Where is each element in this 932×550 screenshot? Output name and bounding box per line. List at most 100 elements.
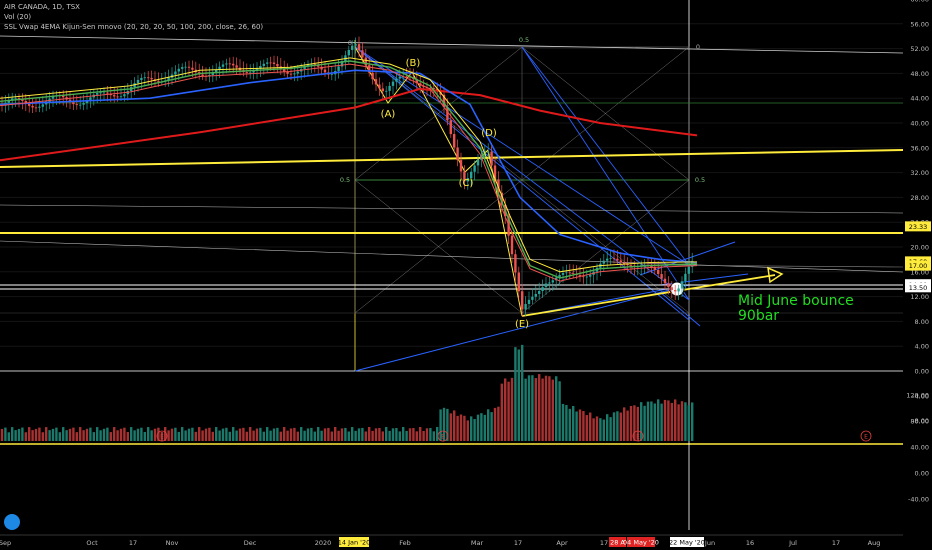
volume-bar [670, 402, 673, 441]
candle-body [510, 235, 514, 255]
time-tick-label: 16 [746, 539, 754, 547]
candle-body [7, 100, 10, 103]
volume-bar [330, 431, 333, 441]
candle-body [317, 64, 320, 67]
candle-body [660, 274, 663, 279]
volume-bar [184, 430, 187, 441]
volume-bar [510, 377, 514, 441]
price-tick-label: 44.00 [910, 95, 929, 103]
volume-bar [595, 416, 599, 441]
volume-bar [551, 379, 554, 441]
volume-bar [650, 401, 653, 441]
volume-bar [255, 428, 259, 441]
candle-body [606, 258, 609, 261]
candle-body [136, 79, 140, 84]
volume-bar [21, 427, 24, 441]
candle-body [568, 272, 571, 274]
volume-bar [300, 427, 303, 441]
candle-body [629, 265, 633, 266]
volume-bar [412, 428, 415, 441]
candle-body [381, 88, 384, 92]
volume-bar [89, 427, 92, 441]
annotation-line-1: Mid June bounce [738, 293, 854, 309]
price-axis[interactable]: 60.00 56.00 52.00 48.00 44.00 40.00 36.00 32.00… [903, 0, 932, 550]
candle-body [96, 93, 99, 95]
candle-body [79, 104, 82, 106]
indicator-legend: SSL Vwap 4EMA Kijun-Sen mnovo (20, 20, 2… [4, 23, 264, 31]
volume-bar [572, 405, 575, 441]
volume-bar [344, 427, 347, 441]
volume-bar [619, 412, 622, 441]
volume-bar [58, 432, 61, 441]
price-tick-label: 40.00 [910, 120, 929, 128]
volume-bar [181, 427, 184, 441]
price-badge-label: 23.33 [909, 223, 928, 231]
volume-bar [45, 427, 48, 441]
candle-body [670, 287, 673, 291]
candle-body [561, 273, 565, 275]
volume-bar [425, 428, 429, 441]
price-tick-label: 20.00 [910, 244, 929, 252]
price-tick-label: 56.00 [910, 20, 929, 28]
volume-bar [17, 428, 21, 441]
price-tick-label: 36.00 [910, 144, 929, 152]
price-tick-label: 0.00 [915, 368, 929, 376]
price-tick-label: 52.00 [910, 45, 929, 53]
candle-body [167, 77, 170, 81]
volume-bar [385, 427, 388, 441]
volume-bar [466, 420, 469, 441]
volume-bar [106, 427, 109, 441]
volume-bar [599, 418, 602, 441]
candle-body [476, 159, 480, 166]
volume-bar [204, 428, 208, 441]
candle-body [521, 291, 524, 310]
volume-bar [232, 427, 235, 441]
candle-body [21, 98, 24, 101]
time-tick-label: Jun [704, 539, 715, 547]
volume-bar [116, 430, 119, 441]
candle-body [218, 66, 221, 70]
volume-bar [398, 431, 401, 441]
candle-body [653, 267, 656, 270]
candle-body [487, 151, 490, 153]
volume-bar [235, 430, 238, 441]
candle-body [459, 160, 463, 172]
volume-bar [521, 344, 524, 441]
candle-body [106, 92, 109, 94]
candle-body [527, 299, 531, 304]
time-highlight [627, 537, 655, 547]
candle-body [113, 95, 116, 97]
volume-bar [170, 428, 174, 441]
volume-bar [429, 428, 432, 441]
volume-bar [436, 427, 439, 441]
volume-bar [147, 427, 150, 441]
earnings-marker-label: E [160, 434, 164, 441]
volume-bar [578, 409, 582, 441]
volume-bar [381, 431, 384, 441]
candle-body [51, 96, 55, 99]
price-tick-label: -4.00 [912, 392, 929, 400]
time-axis[interactable]: Sep Oct 17 Nov Dec 2020 Feb Mar 17 Apr 17 Jun 16 Jul 1… [0, 534, 903, 547]
earnings-marker-label: E [636, 434, 640, 441]
candle-body [517, 272, 520, 292]
candle-body [466, 178, 469, 182]
volume-bar [276, 427, 279, 441]
kijun-line [0, 63, 698, 282]
price-badge [905, 221, 931, 232]
volume-bar [228, 431, 231, 441]
volume-bar [177, 431, 180, 441]
candle-body [116, 96, 119, 98]
volume-bar [575, 411, 578, 441]
volume-bar [487, 409, 490, 441]
volume-bar [38, 427, 41, 441]
volume-bar [351, 427, 354, 441]
earnings-marker [156, 430, 168, 442]
time-highlight [339, 537, 369, 547]
volume-bar [41, 432, 44, 441]
volume-bar [313, 431, 316, 441]
volume-bar [449, 413, 452, 441]
volume-bar [0, 428, 4, 441]
volume-bar [347, 431, 350, 441]
